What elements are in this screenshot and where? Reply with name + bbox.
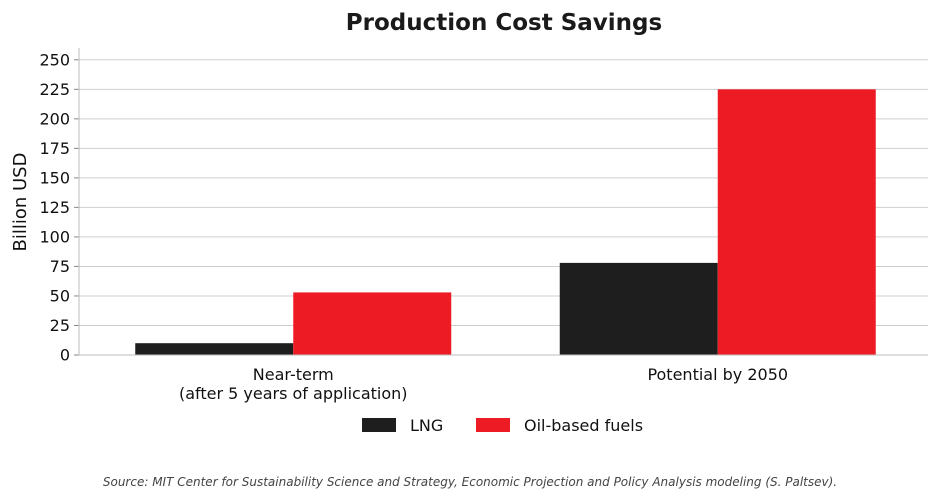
category-label: Potential by 2050 — [647, 365, 788, 384]
legend-label: Oil-based fuels — [524, 416, 643, 435]
legend-swatch — [362, 418, 396, 432]
y-tick-label: 125 — [39, 198, 70, 217]
y-tick-label: 25 — [50, 316, 70, 335]
category-label: (after 5 years of application) — [179, 384, 408, 403]
y-axis-label: Billion USD — [10, 153, 31, 252]
y-tick-label: 0 — [60, 346, 70, 365]
y-tick-label: 175 — [39, 139, 70, 158]
category-labels: Near-term(after 5 years of application) P… — [179, 365, 788, 403]
bar-lng-1 — [559, 262, 718, 355]
bar-oil-based-fuels-1 — [717, 89, 876, 356]
legend: LNG Oil-based fuels — [362, 416, 643, 435]
y-tick-label: 75 — [50, 257, 70, 276]
y-tick-labels: 0 25 50 75 100 125 150 175 200 225 250 — [39, 50, 70, 364]
axes — [78, 48, 928, 356]
source-note: Source: MIT Center for Sustainability Sc… — [103, 475, 837, 489]
y-tick-label: 225 — [39, 80, 70, 99]
legend-swatch — [476, 418, 510, 432]
legend-label: LNG — [410, 416, 443, 435]
category-label: Near-term — [253, 365, 334, 384]
bar-lng-0 — [135, 343, 294, 355]
y-tick-label: 100 — [39, 227, 70, 246]
bar-oil-based-fuels-0 — [293, 292, 452, 355]
bars — [135, 89, 876, 356]
y-tick-label: 200 — [39, 109, 70, 128]
chart-title: Production Cost Savings — [346, 10, 662, 36]
y-tick-label: 250 — [39, 50, 70, 69]
y-tick-label: 50 — [50, 286, 70, 305]
y-tick-label: 150 — [39, 168, 70, 187]
